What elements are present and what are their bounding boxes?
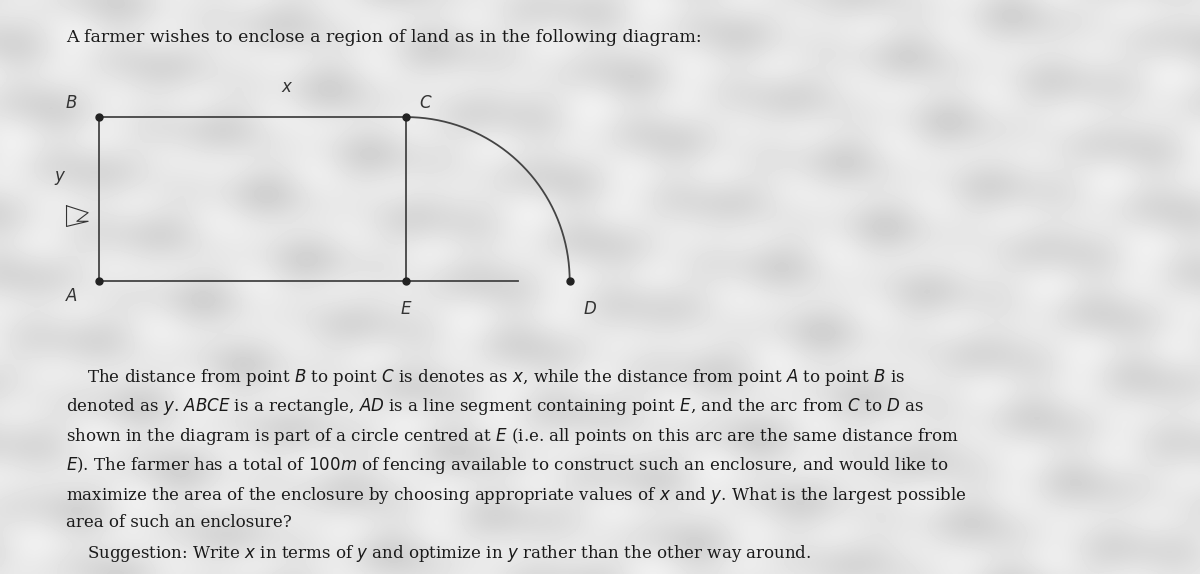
Text: $x$: $x$: [281, 79, 294, 96]
Text: $A$: $A$: [65, 288, 78, 305]
Text: A farmer wishes to enclose a region of land as in the following diagram:: A farmer wishes to enclose a region of l…: [66, 29, 702, 46]
Text: $E$). The farmer has a total of $100m$ of fencing available to construct such an: $E$). The farmer has a total of $100m$ o…: [66, 455, 949, 476]
Text: $C$: $C$: [419, 95, 432, 112]
Text: shown in the diagram is part of a circle centred at $E$ (i.e. all points on this: shown in the diagram is part of a circle…: [66, 426, 959, 447]
Text: maximize the area of the enclosure by choosing appropriate values of $x$ and $y$: maximize the area of the enclosure by ch…: [66, 484, 967, 506]
Text: $D$: $D$: [583, 301, 596, 319]
Text: area of such an enclosure?: area of such an enclosure?: [66, 514, 292, 531]
Text: Suggestion: Write $x$ in terms of $y$ and optimize in $y$ rather than the other : Suggestion: Write $x$ in terms of $y$ an…: [66, 544, 811, 564]
Text: The distance from point $B$ to point $C$ is denotes as $x$, while the distance f: The distance from point $B$ to point $C$…: [66, 367, 905, 388]
Text: $B$: $B$: [65, 95, 78, 112]
Text: denoted as $y$. $ABCE$ is a rectangle, $AD$ is a line segment containing point $: denoted as $y$. $ABCE$ is a rectangle, $…: [66, 396, 924, 417]
Text: $E$: $E$: [400, 301, 413, 319]
Text: $y$: $y$: [54, 169, 67, 187]
